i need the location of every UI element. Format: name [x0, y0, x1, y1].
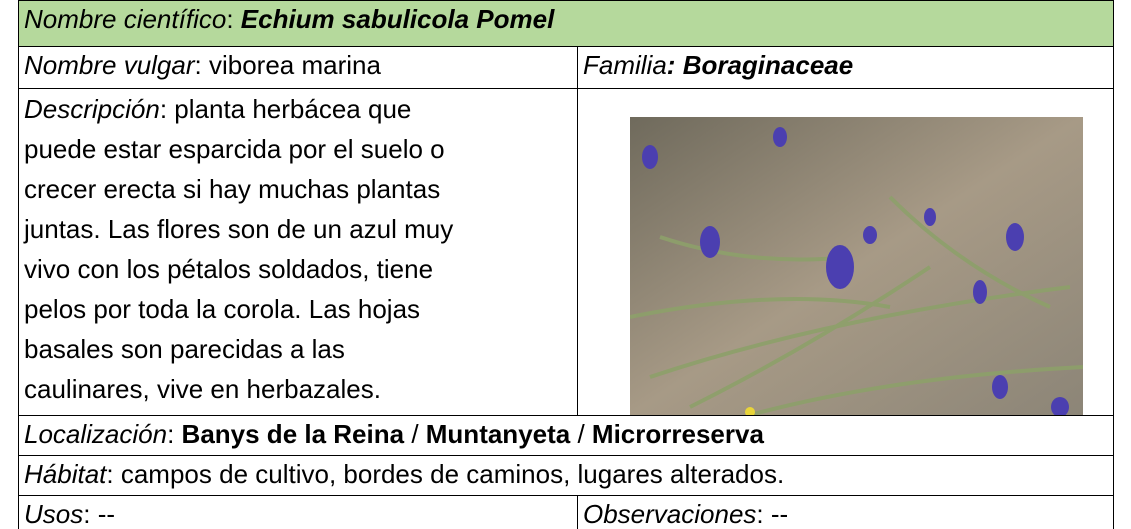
family-cell: Familia: Boraginaceae [577, 46, 1114, 89]
description-text: planta herbácea que puede estar esparcida… [24, 94, 453, 404]
separator: : [106, 459, 121, 489]
value: Echium sabulicola Pomel [240, 4, 555, 34]
separator: / [570, 419, 592, 449]
label: Hábitat [24, 459, 107, 489]
label: Descripción [24, 94, 160, 124]
separator: / [404, 419, 426, 449]
value: -- [770, 499, 789, 529]
separator: : [159, 94, 175, 124]
separator: : [83, 499, 98, 529]
description-line: juntas. Las flores son de un azul muy [24, 214, 454, 244]
separator: : [756, 499, 771, 529]
value: -- [97, 499, 116, 529]
common-name-cell: Nombre vulgar: viborea marina [18, 46, 578, 89]
separator: : [167, 419, 182, 449]
label: Observaciones [583, 499, 757, 529]
image-cell [577, 88, 1114, 416]
label: Familia [583, 50, 667, 80]
label: Nombre científico [24, 4, 227, 34]
value: viborea marina [208, 50, 381, 80]
place: Muntanyeta [425, 419, 571, 449]
description-cell: Descripción: planta herbácea que puede es… [18, 88, 578, 416]
separator: : [194, 50, 209, 80]
location-row: Localización: Banys de la Reina / Muntan… [18, 415, 1114, 456]
description-line: puede estar esparcida por el suelo o [24, 134, 445, 164]
place: Microrreserva [591, 419, 764, 449]
header-row: Nombre científico: Echium sabulicola Pom… [18, 0, 1114, 47]
description-line: crecer erecta si hay muchas plantas [24, 174, 441, 204]
label: Localización [24, 419, 168, 449]
description-line: vivo con los pétalos soldados, tiene [24, 254, 434, 284]
label: Usos [24, 499, 84, 529]
observations-cell: Observaciones: -- [577, 495, 1114, 529]
uses-cell: Usos: -- [18, 495, 578, 529]
description-line: pelos por toda la corola. Las hojas [24, 294, 421, 324]
habitat-row: Hábitat: campos de cultivo, bordes de ca… [18, 455, 1114, 496]
description-line: basales son parecidas a las [24, 334, 345, 364]
label: Nombre vulgar [24, 50, 195, 80]
value: campos de cultivo, bordes de caminos, lu… [120, 459, 785, 489]
plant-photo [630, 117, 1083, 415]
value: Boraginaceae [682, 50, 854, 80]
separator: : [666, 50, 683, 80]
separator: : [226, 4, 241, 34]
place: Banys de la Reina [181, 419, 405, 449]
description-line: caulinares, vive en herbazales. [24, 374, 381, 404]
description-line: planta herbácea que [174, 94, 412, 124]
